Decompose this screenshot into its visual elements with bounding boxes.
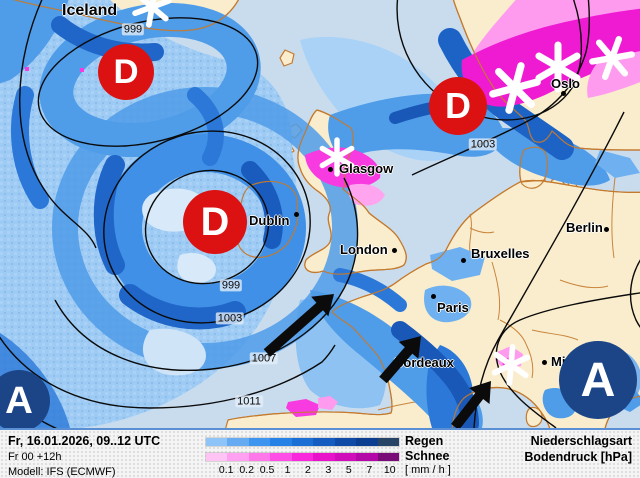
- snow-scale-segment: [334, 452, 357, 461]
- low-pressure-center: D: [98, 44, 154, 100]
- city-label-oslo: Oslo: [551, 76, 580, 91]
- snow-scale-segment: [248, 452, 271, 461]
- city-label-glasgow: Glasgow: [339, 161, 394, 176]
- snow-color-scale: [205, 451, 400, 462]
- city-dot-berlin: [604, 227, 609, 232]
- isobar-label-1011: 1011: [235, 395, 263, 408]
- rain-scale-segment: [377, 437, 399, 446]
- city-label-paris: Paris: [437, 300, 469, 315]
- rain-scale-segment: [356, 437, 378, 446]
- valid-datetime: Fr, 16.01.2026, 09..12 UTC: [8, 434, 161, 448]
- city-dot-oslo: [561, 91, 566, 96]
- snowflake-icon: [491, 344, 531, 386]
- flow-arrow-icon: [263, 293, 335, 357]
- city-dot-dublin: [294, 212, 299, 217]
- precip-type-title: Niederschlagsart: [530, 434, 632, 448]
- city-label-dublin: Dublin: [249, 213, 290, 228]
- region-label-iceland: Iceland: [62, 2, 118, 19]
- snowflake-icon: [489, 62, 541, 114]
- rain-scale-segment: [291, 437, 314, 446]
- scale-tick: 1: [284, 464, 291, 476]
- legend-titles: Niederschlagsart Bodendruck [hPa]: [451, 430, 640, 478]
- isobar-label-1003: 1003: [468, 138, 498, 151]
- map-base-graphics: [0, 0, 640, 428]
- snow-scale-segment: [377, 452, 399, 461]
- snow-scale-segment: [291, 452, 314, 461]
- rain-scale-segment: [248, 437, 271, 446]
- isobar-label-1003: 1003: [215, 312, 245, 325]
- city-dot-glasgow: [328, 167, 333, 172]
- precip-scale: Regen Schnee 0.1 0.2 0.5 1 2 3 5 7 10 [ mm / h ]: [205, 430, 451, 478]
- low-pressure-center: D: [183, 190, 247, 254]
- rain-color-scale: [205, 436, 400, 447]
- snow-label: Schnee: [405, 449, 450, 464]
- run-offset: Fr 00 +12h: [8, 450, 62, 463]
- scale-tick: 0.5: [259, 464, 275, 476]
- model-name: Modell: IFS (ECMWF): [8, 465, 116, 478]
- rain-scale-segment: [270, 437, 292, 446]
- rain-scale-segment: [334, 437, 357, 446]
- city-dot-mi: [542, 360, 547, 365]
- low-pressure-center: D: [429, 77, 487, 135]
- snow-scale-segment: [356, 452, 378, 461]
- rain-label: Regen: [405, 434, 444, 449]
- rain-scale-segment: [313, 437, 335, 446]
- flow-arrow-icon: [379, 335, 422, 384]
- city-label-berlin: Berlin: [566, 220, 603, 235]
- snow-scale-segment: [270, 452, 292, 461]
- snowflake-icon: [319, 137, 355, 177]
- rain-scale-segment: [227, 437, 249, 446]
- city-dot-bruxelles: [461, 258, 466, 263]
- city-label-london: London: [340, 242, 388, 257]
- scale-tick: 7: [366, 464, 373, 476]
- high-pressure-center: A: [0, 370, 50, 428]
- city-dot-london: [392, 248, 397, 253]
- rain-scale-segment: [206, 437, 228, 446]
- snow-scale-segment: [313, 452, 335, 461]
- pressure-title: Bodendruck [hPa]: [524, 449, 632, 464]
- legend-run-info: Fr, 16.01.2026, 09..12 UTC Fr 00 +12h Mo…: [0, 430, 205, 478]
- scale-tick: 5: [345, 464, 352, 476]
- scale-tick: 2: [305, 464, 311, 476]
- snowflake-icon: [132, 0, 172, 28]
- scale-tick: 0.1: [218, 464, 234, 476]
- isobar-label-999: 999: [121, 23, 145, 36]
- scale-tick-labels: 0.1 0.2 0.5 1 2 3 5 7 10: [205, 464, 400, 476]
- wind-arrows-layer: [263, 293, 491, 428]
- city-label-bruxelles: Bruxelles: [471, 246, 530, 261]
- isobar-label-999: 999: [219, 279, 243, 292]
- snowflake-icon: [535, 41, 581, 93]
- flow-arrow-icon: [451, 381, 491, 428]
- legend-bar: Fr, 16.01.2026, 09..12 UTC Fr 00 +12h Mo…: [0, 428, 640, 478]
- weather-map[interactable]: Iceland Oslo Glasgow Dublin London Bruxelles P…: [0, 0, 640, 428]
- snowflake-symbols-layer: [132, 0, 635, 386]
- snow-scale-segment: [206, 452, 228, 461]
- high-pressure-center: A: [559, 341, 637, 419]
- unit-label: [ mm / h ]: [405, 464, 451, 476]
- city-dot-paris: [431, 294, 436, 299]
- snowflake-icon: [589, 36, 635, 80]
- city-label-bordeaux: Bordeaux: [394, 355, 454, 370]
- scale-tick: 10: [383, 464, 396, 476]
- scale-tick: 0.2: [239, 464, 254, 476]
- snow-scale-segment: [227, 452, 249, 461]
- scale-tick: 3: [325, 464, 332, 476]
